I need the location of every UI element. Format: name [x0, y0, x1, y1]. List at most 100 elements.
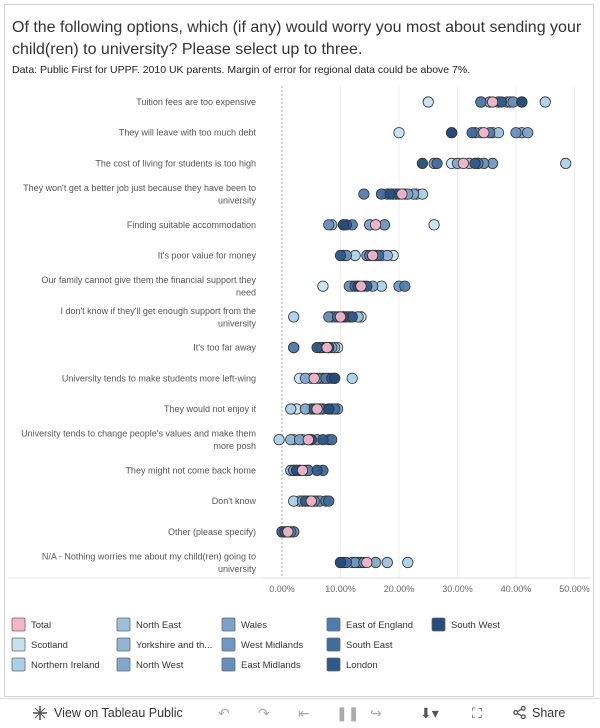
category-label: Tuition fees are too expensive: [136, 97, 256, 107]
legend-label: South West: [451, 620, 500, 631]
legend-label: London: [346, 660, 378, 671]
redo-icon[interactable]: ↷: [258, 705, 270, 721]
fullscreen-icon[interactable]: ⛶: [472, 705, 482, 721]
data-point: [516, 96, 528, 108]
data-point: [469, 157, 481, 169]
legend-swatch: [221, 657, 236, 672]
data-point: [317, 434, 329, 446]
legend-swatch: [431, 617, 446, 632]
data-point: [358, 188, 370, 200]
data-point: [334, 249, 347, 262]
category-label: Other (please specify): [168, 527, 256, 537]
data-point: [334, 556, 347, 569]
category-label: University tends to change people's valu…: [21, 429, 256, 452]
data-point: [323, 219, 335, 231]
legend-swatch: [11, 637, 26, 652]
data-point: [317, 280, 329, 292]
category-label: Don't know: [212, 496, 257, 506]
category-label: It's poor value for money: [158, 251, 257, 261]
data-point: [311, 341, 323, 354]
data-point: [428, 219, 440, 231]
legend-swatch: [11, 617, 26, 632]
legend-label: East Midlands: [241, 660, 301, 671]
legend-label: North East: [136, 620, 181, 631]
data-point: [478, 127, 490, 139]
data-point: [381, 556, 393, 569]
chart-subtitle: Data: Public First for UPPF. 2010 UK par…: [12, 64, 471, 76]
data-point: [321, 341, 333, 354]
x-tick-label: 30.00%: [442, 584, 473, 594]
data-point: [288, 341, 300, 354]
data-point: [355, 280, 367, 292]
data-point: [334, 311, 347, 323]
data-point: [486, 96, 499, 108]
data-point: [399, 280, 411, 292]
category-label: Finding suitable accommodation: [127, 220, 256, 230]
legend-label: North West: [136, 660, 184, 671]
download-icon[interactable]: ⬇▾: [420, 705, 439, 721]
legend-swatch: [116, 617, 131, 632]
tableau-logo-icon: [33, 706, 47, 720]
category-label: University tends to make students more l…: [62, 373, 256, 383]
category-label: They would not enjoy it: [164, 404, 257, 414]
data-point: [308, 372, 320, 384]
data-point: [416, 157, 428, 169]
share-label: Share: [532, 705, 566, 720]
data-point: [305, 495, 317, 507]
data-point: [311, 403, 323, 415]
share-icon: [513, 705, 526, 720]
view-on-tableau-label: View on Tableau Public: [54, 706, 183, 720]
data-point: [396, 188, 408, 200]
data-point: [285, 403, 297, 415]
legend-label: Wales: [241, 620, 267, 631]
legend-swatch: [326, 617, 341, 632]
share-button[interactable]: Share: [512, 705, 565, 720]
data-point: [510, 127, 522, 139]
legend-label: Total: [31, 620, 51, 631]
legend-swatch: [116, 657, 131, 672]
x-tick-label: 50.00%: [559, 584, 590, 594]
legend-label: East of England: [346, 620, 413, 631]
category-label: N/A - Nothing worries me about my child(…: [42, 552, 257, 575]
data-point: [323, 495, 335, 507]
data-point: [329, 372, 341, 384]
legend-label: Northern Ireland: [31, 660, 100, 671]
x-tick-label: 20.00%: [384, 584, 415, 594]
legend-swatch: [326, 657, 341, 672]
data-point: [361, 556, 373, 569]
category-label: They will leave with too much debt: [119, 128, 257, 138]
chart-title: Of the following options, which (if any)…: [12, 19, 582, 58]
undo-icon[interactable]: ↶: [218, 705, 230, 721]
data-point: [539, 96, 551, 108]
legend-label: South East: [346, 640, 393, 651]
revert-icon[interactable]: ⇤: [298, 705, 310, 721]
data-point: [369, 219, 382, 231]
dot-plot-chart: 0.00% 10.00% 20.00% 30.00% 40.00% 50.00% Tuiti…: [8, 86, 591, 672]
legend-swatch: [116, 637, 131, 652]
view-on-tableau-link[interactable]: View on Tableau Public: [32, 705, 183, 721]
category-label: I don't know if they'll get enough suppo…: [60, 306, 256, 329]
legend-swatch: [221, 617, 236, 632]
category-label: They won't get a better job just because…: [23, 183, 256, 206]
category-label: Our family cannot give them the financia…: [41, 275, 256, 298]
data-point: [302, 434, 314, 446]
data-point: [346, 372, 358, 384]
category-label: The cost of living for students is too h…: [95, 158, 256, 168]
history-icon[interactable]: ↪: [370, 705, 382, 721]
data-point: [282, 526, 294, 538]
data-point: [337, 219, 350, 231]
data-point: [288, 311, 300, 323]
pause-icon[interactable]: ❚❚: [336, 705, 360, 721]
data-point: [273, 434, 285, 446]
data-point: [367, 249, 379, 262]
data-point: [457, 157, 469, 169]
x-tick-label: 40.00%: [501, 584, 532, 594]
data-point: [560, 157, 572, 169]
data-point: [384, 188, 396, 200]
data-point: [402, 556, 414, 569]
legend-swatch: [326, 637, 341, 652]
data-point: [522, 127, 534, 139]
x-tick-label: 0.00%: [269, 584, 295, 594]
data-point: [311, 464, 323, 476]
tableau-toolbar: View on Tableau Public ↶ ↷ ⇤ ❚❚ ↪ ⬇▾ ⛶ S…: [0, 698, 600, 728]
